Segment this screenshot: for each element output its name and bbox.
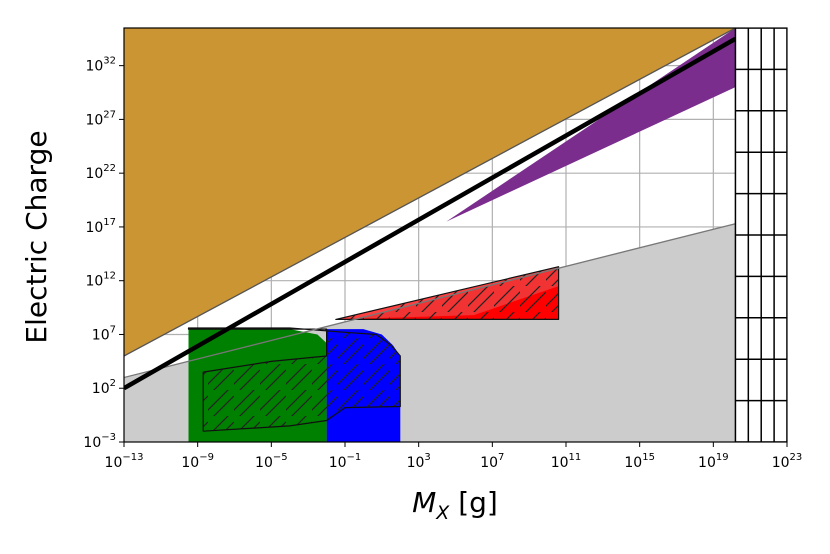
lines [124,28,787,442]
region-purple [446,28,736,222]
x-tick-label: 1023 [772,452,803,471]
x-axis-label: MX [g] [412,486,498,524]
x-tick-label: 1015 [624,452,655,471]
boundary-gray_lower_edge [124,223,736,379]
x-tick-label: 10−5 [255,452,288,471]
y-axis-label: Electric Charge [20,130,53,343]
hatched-hatch_red [335,266,560,320]
y-tick-label: 1027 [85,109,116,128]
axis-ticks: 10−13 10−9 10−5 10−1 103 107 1011 1015 1019 1023 1… [83,56,802,471]
y-tick-label: 1012 [85,271,116,290]
hatched-hatch_blue_green [187,327,401,432]
y-tick-label: 102 [92,378,116,397]
y-tick-label: 1017 [85,217,116,236]
y-tick-label: 1022 [85,163,116,182]
x-tick-label: 107 [480,452,504,471]
boundary-orange_edge [124,28,736,357]
x-tick-label: 10−13 [105,452,144,471]
y-tick-label: 1032 [85,56,116,75]
y-tick-label: 10−3 [83,432,116,451]
x-tick-label: 103 [407,452,431,471]
x-tick-label: 1011 [551,452,582,471]
thick-black-line [124,36,737,391]
y-tick-label: 107 [92,324,116,343]
x-tick-label: 1019 [698,452,729,471]
plot-frame [123,27,788,443]
x-tick-label: 10−9 [181,452,214,471]
x-tick-label: 10−1 [329,452,362,471]
